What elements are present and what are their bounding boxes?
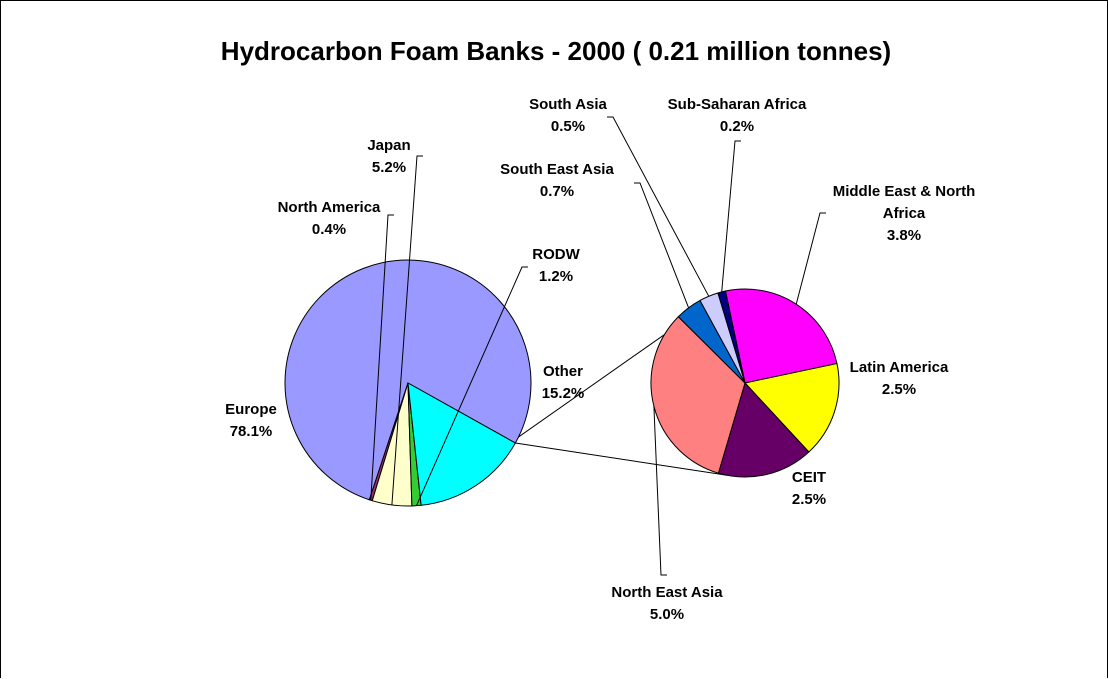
- main-leader-north-america: [370, 214, 394, 501]
- main-leader-japan: [391, 155, 423, 505]
- connector-line-bottom: [515, 442, 728, 476]
- main-slice-europe: [284, 259, 532, 501]
- leader-lines: [370, 116, 826, 576]
- secondary-slice-middle-east-and-north-africa: [724, 288, 838, 384]
- secondary-label-latin-america-name: Latin America: [850, 359, 949, 376]
- main-label-other-name: Other: [543, 363, 583, 380]
- secondary-leader-north-east-asia: [653, 406, 667, 576]
- main-label-europe-name: Europe: [225, 401, 277, 418]
- secondary-label-south-east-asia-name: South East Asia: [500, 161, 614, 178]
- secondary-label-ceit-value: 2.5%: [792, 491, 826, 508]
- main-slice-other: [407, 382, 517, 506]
- main-label-japan-value: 5.2%: [372, 159, 406, 176]
- secondary-label-middle-east-and-north-africa-value: 3.8%: [887, 227, 921, 244]
- secondary-label-sub-saharan-africa-value: 0.2%: [720, 118, 754, 135]
- main-label-north-america-name: North America: [278, 199, 381, 216]
- secondary-leader-south-east-asia: [634, 182, 690, 308]
- main-label-japan-name: Japan: [367, 137, 410, 154]
- main-label-europe-value: 78.1%: [230, 423, 273, 440]
- chart-title: Hydrocarbon Foam Banks - 2000 ( 0.21 mil…: [221, 36, 891, 66]
- secondary-label-north-east-asia-value: 5.0%: [650, 606, 684, 623]
- secondary-leader-middle-east-and-north-africa: [795, 212, 826, 305]
- secondary-label-middle-east-and-north-africa-name: Middle East & North: [833, 183, 976, 200]
- main-leader-rodw: [416, 266, 528, 506]
- secondary-leader-sub-saharan-africa: [721, 140, 741, 292]
- secondary-slice-ceit: [717, 382, 810, 478]
- secondary-pie: [650, 288, 840, 478]
- data-labels: Europe 78.1% North America 0.4% Japan 5.2% ROD…: [225, 96, 975, 623]
- main-label-rodw-name: RODW: [532, 246, 580, 263]
- secondary-label-north-east-asia-name: North East Asia: [611, 584, 723, 601]
- secondary-label-south-asia-value: 0.5%: [551, 118, 585, 135]
- secondary-label-ceit-name: CEIT: [792, 469, 826, 486]
- secondary-slice-latin-america: [744, 362, 840, 453]
- secondary-label-sub-saharan-africa-name: Sub-Saharan Africa: [668, 96, 807, 113]
- main-label-north-america-value: 0.4%: [312, 221, 346, 238]
- secondary-slice-sub-saharan-africa: [717, 290, 746, 384]
- main-label-rodw-value: 1.2%: [539, 268, 573, 285]
- secondary-leader-south-asia: [607, 116, 710, 297]
- secondary-label-middle-east-and-north-africa-name: Africa: [883, 205, 926, 222]
- main-label-other-value: 15.2%: [542, 385, 585, 402]
- secondary-label-south-east-asia-value: 0.7%: [540, 183, 574, 200]
- secondary-label-south-asia-name: South Asia: [529, 96, 607, 113]
- main-pie: [284, 259, 532, 507]
- secondary-label-latin-america-value: 2.5%: [882, 381, 916, 398]
